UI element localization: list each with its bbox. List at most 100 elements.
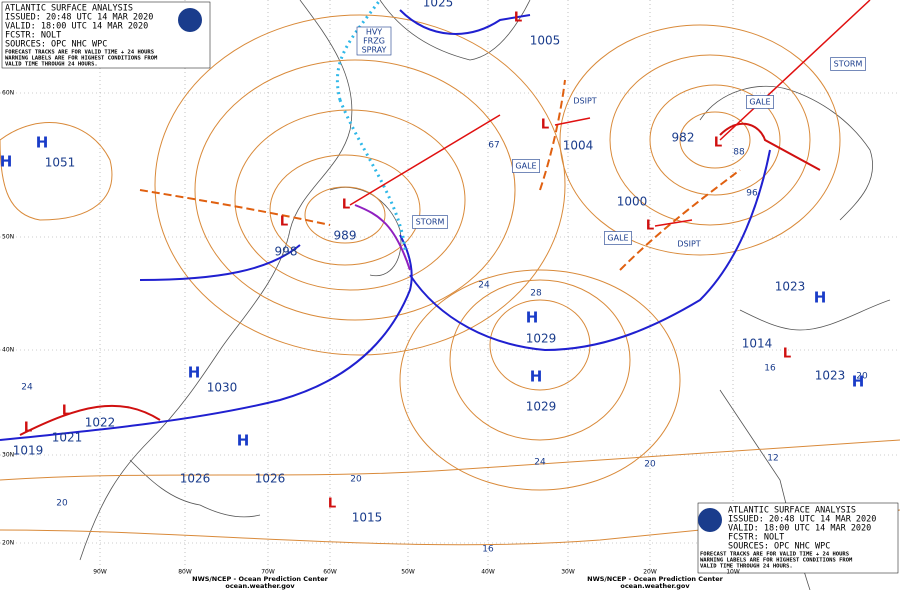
isobars (0, 14, 900, 546)
low-center: L (328, 497, 336, 512)
warning-box (604, 231, 632, 245)
isobar-label: 96 (746, 189, 758, 199)
header-box: ATLANTIC SURFACE ANALYSIS ISSUED: 20:48 … (1, 1, 211, 69)
warning-label: STORM (416, 218, 445, 227)
credit: NWS/NCEP - Ocean Prediction Center (192, 575, 328, 583)
low-center: L (280, 215, 288, 230)
longitude-label: 20W (643, 569, 657, 576)
header-note: VALID TIME THROUGH 24 HOURS. (5, 62, 98, 68)
header-note: WARNING LABELS ARE FOR HIGHEST CONDITION… (700, 558, 853, 564)
isobar-label: 20 (644, 460, 656, 470)
warning-label: GALE (749, 98, 770, 107)
header-line: VALID: 18:00 UTC 14 MAR 2020 (728, 524, 871, 534)
latitude-label: 30N (2, 452, 14, 459)
high-center: H (0, 153, 12, 171)
credit: ocean.weather.gov (620, 582, 690, 590)
header-note: FORECAST TRACKS ARE FOR VALID TIME + 24 … (5, 50, 154, 56)
pressure-label: 1019 (13, 444, 44, 458)
pressure-label: 989 (334, 229, 357, 243)
isobar-label: 28 (530, 289, 542, 299)
isobar-label: 24 (534, 458, 546, 468)
warning-box (512, 159, 540, 173)
spray-label: HVY (366, 28, 382, 37)
low-center: L (24, 421, 32, 436)
tracks (349, 0, 871, 227)
high-center: H (36, 134, 49, 152)
longitude-label: 30W (561, 569, 575, 576)
pressure-label: 1030 (207, 381, 238, 395)
low-center: L (514, 11, 522, 26)
pressure-label: 1026 (255, 472, 286, 486)
longitude-label: 40W (481, 569, 495, 576)
pressure-label: 1022 (85, 416, 116, 430)
pressure-label: 1025 (423, 0, 454, 10)
isobar-label: 24 (21, 383, 33, 393)
longitude-label: 90W (93, 569, 107, 576)
header-note: VALID TIME THROUGH 24 HOURS. (700, 564, 793, 570)
low-center: L (62, 404, 70, 419)
pressure-label: 1023 (815, 369, 846, 383)
pressure-label: 1023 (775, 280, 806, 294)
isobar-label: 12 (767, 454, 778, 464)
header-note: WARNING LABELS ARE FOR HIGHEST CONDITION… (5, 56, 158, 62)
isobar-label: 24 (478, 281, 490, 291)
pressure-label: 1000 (617, 195, 648, 209)
header-line: FCSTR: NOLT (728, 533, 784, 543)
pressure-label: 998 (275, 245, 298, 259)
spray-box: HVY FRZG SPRAY (356, 26, 392, 56)
longitude-label: 10W (726, 569, 740, 576)
pressure-label: 1014 (742, 337, 773, 351)
low-center: L (541, 118, 549, 133)
header-box-bottom: ATLANTIC SURFACE ANALYSIS ISSUED: 20:48 … (697, 502, 899, 574)
low-center: L (342, 198, 350, 213)
longitude-label: 50W (401, 569, 415, 576)
high-center: H (852, 373, 865, 391)
longitude-label: 70W (261, 569, 275, 576)
warning-box (412, 215, 448, 229)
dsipt-label: DSIPT (573, 97, 596, 106)
pressure-label: 1029 (526, 332, 557, 346)
spray-label: FRZG (363, 37, 385, 46)
fronts (0, 0, 821, 441)
pressure-label: 1026 (180, 472, 211, 486)
high-center: H (237, 432, 250, 450)
longitude-label: 60W (323, 569, 337, 576)
isobar-label: 20 (350, 475, 362, 485)
warning-label: STORM (834, 60, 863, 69)
high-center: H (814, 289, 827, 307)
latitude-label: 60N (2, 90, 14, 97)
isobar-label: 88 (733, 148, 745, 158)
header-line: VALID: 18:00 UTC 14 MAR 2020 (5, 22, 148, 32)
low-center: L (646, 219, 654, 234)
pressure-label: 1015 (352, 511, 383, 525)
pressure-label: 982 (672, 131, 695, 145)
low-center: L (783, 347, 791, 362)
isobar-label: 20 (56, 499, 68, 509)
grid (0, 0, 900, 570)
longitude-label: 80W (178, 569, 192, 576)
pressure-label: 1021 (52, 431, 83, 445)
warning-label: GALE (607, 234, 628, 243)
latitude-label: 50N (2, 234, 14, 241)
warning-label: GALE (515, 162, 536, 171)
header-line: ISSUED: 20:48 UTC 14 MAR 2020 (5, 13, 153, 23)
spray-label: SPRAY (362, 46, 387, 55)
isobar-label: 67 (488, 141, 499, 151)
low-center: L (714, 136, 722, 151)
pressure-label: 1004 (563, 139, 594, 153)
header-line: ATLANTIC SURFACE ANALYSIS (5, 4, 133, 14)
dsipt-label: DSIPT (677, 240, 700, 249)
header-line: SOURCES: OPC NHC WPC (728, 542, 830, 552)
latitude-label: 40N (2, 347, 14, 354)
header-line: ATLANTIC SURFACE ANALYSIS (728, 506, 856, 516)
header-line: FCSTR: NOLT (5, 31, 61, 41)
latitude-label: 20N (2, 540, 14, 547)
pressure-label: 1051 (45, 156, 76, 170)
isobar-label: 20 (856, 372, 868, 382)
high-center: H (526, 309, 539, 327)
high-center: H (188, 364, 201, 382)
warning-box (746, 95, 774, 109)
header-line: SOURCES: OPC NHC WPC (5, 40, 107, 50)
pressure-label: 1029 (526, 400, 557, 414)
